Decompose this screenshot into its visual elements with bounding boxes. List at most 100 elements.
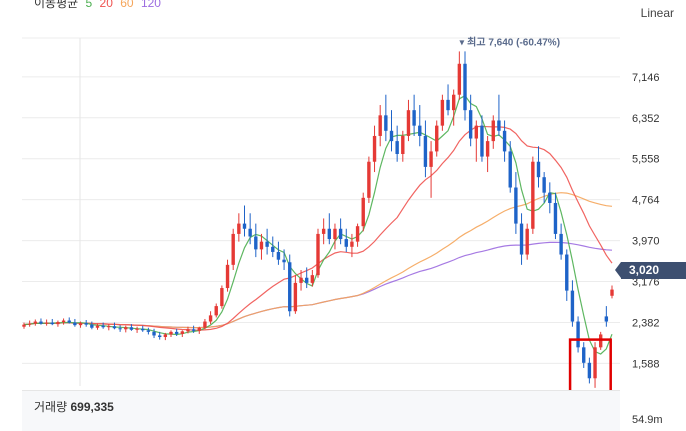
candle-0	[22, 324, 26, 327]
volume-label: 거래량 699,335	[34, 398, 114, 415]
candle-34	[214, 306, 218, 316]
candle-31	[197, 327, 201, 331]
candle-50	[304, 277, 309, 283]
candle-53	[321, 228, 326, 234]
candle-29	[186, 329, 190, 332]
candle-32	[203, 321, 207, 328]
candle-20	[135, 328, 139, 330]
candle-26	[169, 331, 173, 335]
candle-82	[485, 141, 490, 157]
candle-58	[350, 241, 354, 247]
candle-75	[446, 99, 450, 111]
candle-40	[248, 228, 252, 237]
volume-value: 699,335	[70, 400, 114, 414]
candle-99	[582, 347, 586, 363]
candle-104	[610, 289, 614, 296]
candle-62	[372, 135, 377, 162]
legend-ma120: 120	[140, 0, 161, 10]
candle-73	[435, 125, 439, 152]
candle-51	[310, 275, 315, 283]
candle-64	[384, 115, 388, 131]
candle-76	[451, 94, 456, 111]
scale-toggle-button[interactable]: Linear	[640, 6, 674, 20]
candle-63	[378, 115, 382, 136]
candle-92	[542, 177, 546, 193]
candle-88	[519, 223, 524, 255]
legend-ma5: 5	[85, 0, 93, 10]
candle-18	[124, 327, 128, 330]
candle-103	[604, 316, 609, 322]
current-price-badge: 3,020	[615, 262, 686, 279]
candle-42	[259, 241, 264, 250]
candle-77	[457, 63, 462, 95]
candle-1	[27, 323, 32, 325]
candle-10	[78, 323, 83, 326]
candle-72	[429, 151, 433, 167]
candle-57	[344, 239, 348, 247]
candle-11	[84, 323, 88, 325]
candle-84	[497, 120, 501, 131]
legend-ma20: 20	[99, 0, 113, 10]
candle-79	[468, 110, 473, 139]
candle-83	[491, 120, 495, 142]
candle-54	[327, 228, 332, 240]
candle-35	[220, 288, 224, 307]
y-tick-label-0: 7,146	[632, 72, 660, 84]
candle-101	[593, 347, 597, 379]
volume-title: 거래량	[34, 400, 68, 414]
candle-46	[282, 259, 286, 263]
candle-30	[191, 329, 196, 331]
candle-87	[514, 187, 518, 224]
candle-36	[225, 264, 230, 289]
candle-68	[406, 110, 411, 136]
candle-27	[174, 331, 179, 334]
candle-19	[129, 327, 134, 330]
legend-ma60: 60	[120, 0, 134, 10]
candle-33	[208, 315, 213, 322]
ma5-line	[23, 94, 613, 355]
candle-47	[288, 262, 292, 312]
candle-45	[276, 251, 281, 260]
y-tick-label-3: 4,764	[632, 195, 660, 207]
candle-66	[395, 141, 399, 154]
candle-28	[180, 331, 185, 334]
candle-25	[163, 334, 168, 338]
candle-14	[101, 325, 105, 328]
high-annotation: ▾ 최고 7,640 (-60.47%)	[459, 35, 560, 48]
candle-16	[112, 326, 117, 329]
candle-61	[367, 161, 371, 198]
candle-3	[39, 321, 43, 324]
y-tick-label-1: 6,352	[632, 113, 660, 125]
candle-71	[423, 135, 428, 167]
y-tick-label-2: 5,558	[632, 154, 660, 166]
candle-5	[50, 322, 54, 325]
candle-94	[553, 202, 558, 234]
candle-39	[242, 223, 247, 229]
candle-59	[355, 226, 360, 242]
candle-17	[118, 328, 122, 330]
candle-80	[474, 125, 479, 139]
price-chart: 7,146 6,352 5,558 4,764 3,970 3,176 2,382 1,588…	[22, 35, 660, 390]
moving-average-legend: 이동평균 5 20 60 120	[34, 0, 165, 11]
candle-89	[525, 228, 529, 255]
candle-90	[531, 161, 535, 229]
candle-65	[389, 130, 394, 142]
candle-91	[536, 161, 541, 178]
candle-7	[61, 320, 66, 323]
candle-41	[254, 236, 258, 250]
candle-44	[271, 246, 275, 252]
candle-95	[559, 233, 563, 255]
candle-52	[316, 233, 320, 276]
candle-43	[265, 241, 269, 247]
candle-24	[157, 335, 162, 338]
highlight-box	[568, 338, 612, 390]
candle-102	[598, 334, 603, 348]
candle-86	[508, 151, 512, 188]
candle-9	[73, 322, 77, 326]
y-tick-label-6: 2,382	[632, 317, 660, 329]
candle-70	[418, 125, 422, 136]
candle-21	[141, 328, 145, 331]
candle-2	[33, 321, 38, 324]
candle-55	[333, 228, 337, 240]
candle-97	[570, 290, 575, 322]
